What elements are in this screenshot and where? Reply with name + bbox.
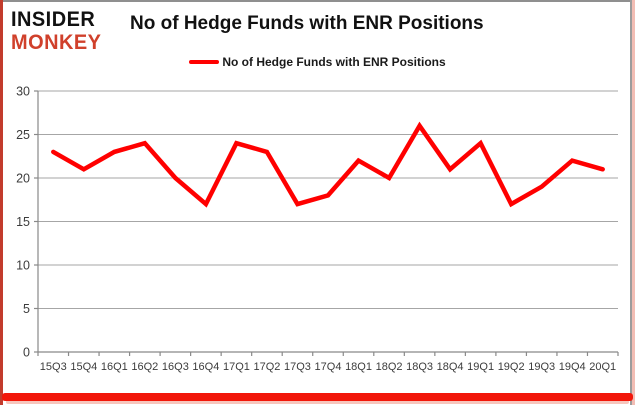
x-axis-label: 17Q1: [223, 361, 250, 373]
legend-line-swatch: [189, 60, 220, 64]
y-axis-label: 25: [16, 128, 30, 142]
x-axis-label: 15Q4: [70, 361, 97, 373]
x-axis-label: 17Q2: [253, 361, 280, 373]
y-axis-label: 5: [23, 302, 30, 316]
y-axis-label: 20: [16, 172, 30, 186]
logo-line-insider: INSIDER: [11, 8, 96, 31]
x-axis-label: 18Q1: [345, 361, 372, 373]
top-border: [0, 0, 635, 2]
x-axis-label: 17Q3: [284, 361, 311, 373]
x-axis-label: 15Q3: [40, 361, 67, 373]
page-title: No of Hedge Funds with ENR Positions: [130, 13, 484, 34]
x-axis-label: 17Q4: [315, 361, 342, 373]
chart-canvas: 0 5 10 15 20 25 30 15Q3 15Q4 16Q1 16Q2 16Q3 16Q4 17Q1…: [16, 85, 619, 373]
insider-monkey-logo: INSIDER MONKEY: [11, 9, 106, 53]
left-border: [0, 0, 3, 405]
right-border-outer: [632, 0, 635, 405]
y-axis-label: 10: [16, 259, 30, 273]
x-axis-label: 19Q1: [467, 361, 494, 373]
x-axis-label: 20Q1: [589, 361, 616, 373]
y-axis-label: 15: [16, 215, 30, 229]
y-axis-label: 30: [16, 85, 30, 99]
y-axis-label: 0: [23, 346, 30, 360]
line-series: [51, 121, 605, 208]
x-axis-label: 16Q4: [192, 361, 219, 373]
bottom-border: [2, 393, 633, 401]
x-axis-label: 16Q1: [101, 361, 128, 373]
logo-line-monkey: MONKEY: [11, 31, 102, 54]
x-axis-label: 18Q2: [376, 361, 403, 373]
x-axis-label: 19Q3: [528, 361, 555, 373]
bottom-border-shadow: [6, 400, 629, 404]
legend-label: No of Hedge Funds with ENR Positions: [222, 55, 446, 69]
line-chart: 0 5 10 15 20 25 30 15Q3 15Q4 16Q1 16Q2 16Q3 16Q4 17Q1…: [0, 80, 635, 395]
x-axis-label: 16Q2: [131, 361, 158, 373]
x-axis-label: 16Q3: [162, 361, 189, 373]
x-axis-label: 18Q4: [437, 361, 464, 373]
x-axis-label: 19Q4: [559, 361, 586, 373]
x-axis-label: 19Q2: [498, 361, 525, 373]
legend: No of Hedge Funds with ENR Positions: [0, 55, 635, 69]
x-axis-label: 18Q3: [406, 361, 433, 373]
right-border: [630, 0, 632, 405]
